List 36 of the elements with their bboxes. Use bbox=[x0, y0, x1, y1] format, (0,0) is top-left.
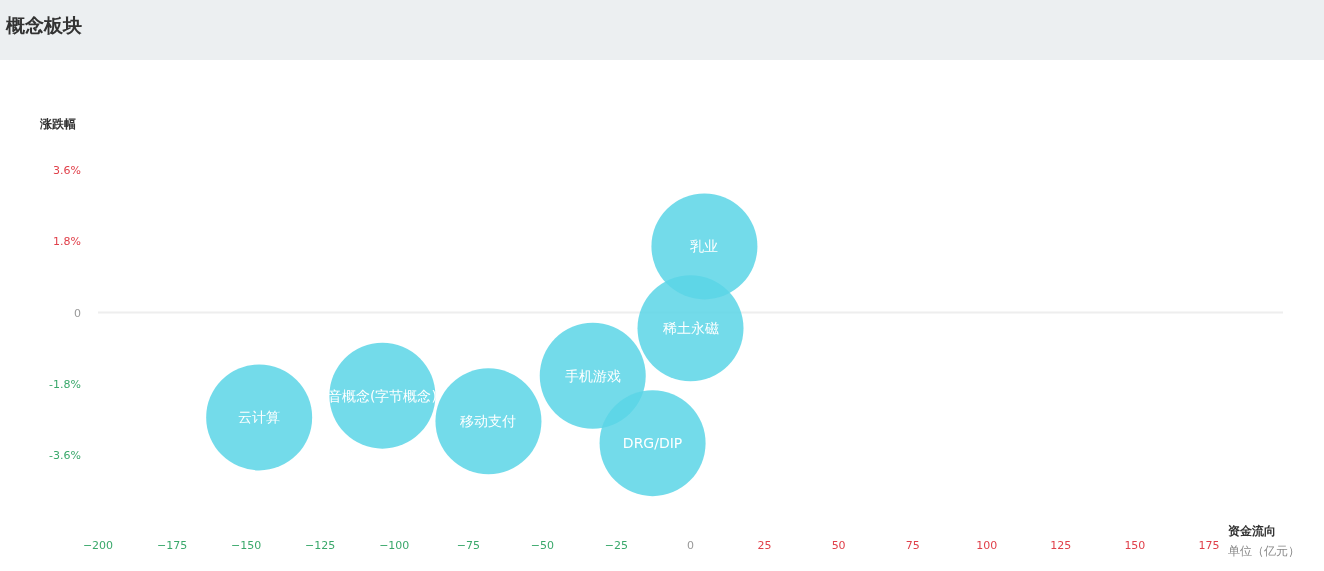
x-tick-label: 125 bbox=[1050, 539, 1072, 552]
x-tick-label: 50 bbox=[831, 539, 846, 552]
音概念(字节概念): 音概念(字节概念) bbox=[327, 342, 437, 449]
chart-title: 概念板块 bbox=[5, 14, 82, 36]
x-tick-label: 150 bbox=[1124, 539, 1146, 552]
x-tick-label: −125 bbox=[305, 539, 336, 552]
y-tick-label: -3.6% bbox=[49, 449, 81, 462]
series-label: 移动支付 bbox=[460, 413, 517, 430]
y-tick-label: 3.6% bbox=[53, 164, 81, 177]
series-label: 手机游戏 bbox=[564, 367, 621, 384]
x-tick-label: 25 bbox=[757, 539, 772, 552]
云计算: 云计算 bbox=[206, 364, 313, 471]
series-label: 云计算 bbox=[238, 409, 281, 426]
x-tick-label: 75 bbox=[905, 539, 920, 552]
x-tick-label: −50 bbox=[530, 539, 554, 552]
x-tick-label: 0 bbox=[687, 539, 694, 552]
series-label: 音概念(字节概念) bbox=[327, 387, 437, 404]
x-tick-label: −75 bbox=[456, 539, 480, 552]
y-tick-label: 1.8% bbox=[53, 235, 81, 249]
x-tick-label: −100 bbox=[379, 539, 410, 552]
x-tick-label: 100 bbox=[976, 539, 998, 552]
y-axis-title: 涨跌幅 bbox=[39, 117, 76, 131]
x-tick-label: −150 bbox=[231, 539, 262, 552]
y-tick-label: -1.8% bbox=[49, 377, 81, 391]
x-axis-title: 资金流向 bbox=[1228, 524, 1276, 538]
x-tick-label: −25 bbox=[604, 539, 629, 552]
series-label: 稀土永磁 bbox=[662, 320, 719, 337]
乳业: 乳业 bbox=[651, 193, 758, 300]
series-label: 乳业 bbox=[690, 238, 719, 255]
x-tick-label: −175 bbox=[156, 539, 188, 552]
y-tick-label: 0 bbox=[74, 306, 81, 320]
移动支付: 移动支付 bbox=[435, 368, 542, 475]
x-tick-label: 175 bbox=[1198, 539, 1220, 552]
series-label: DRG/DIP bbox=[622, 435, 683, 452]
text: 单位（亿元） bbox=[1228, 544, 1300, 558]
x-tick-label: −200 bbox=[82, 539, 114, 552]
